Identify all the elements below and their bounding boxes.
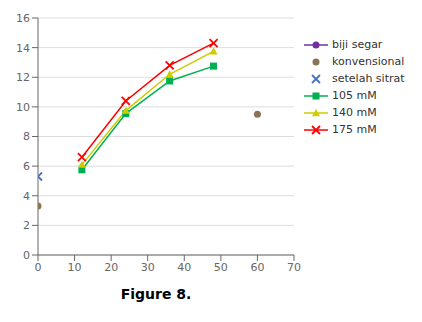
svg-text:70: 70 [287, 261, 301, 274]
html-text:105 mM: 105 mM [332, 89, 377, 102]
svg-text:12: 12 [16, 71, 30, 84]
svg-text:40: 40 [177, 261, 191, 274]
html-text:175 mM: 175 mM [332, 123, 377, 136]
svg-text:2: 2 [23, 219, 30, 232]
svg-text:16: 16 [16, 12, 30, 25]
svg-text:8: 8 [23, 130, 30, 143]
svg-text:10: 10 [16, 101, 30, 114]
svg-text:6: 6 [23, 160, 30, 173]
svg-text:20: 20 [104, 261, 118, 274]
html-text:konvensional: konvensional [332, 55, 405, 68]
svg-text:4: 4 [23, 190, 30, 203]
html-text:setelah sitrat: setelah sitrat [332, 72, 405, 85]
svg-text:14: 14 [16, 42, 30, 55]
html-text:biji segar: biji segar [332, 38, 383, 51]
html-text:Figure 8.: Figure 8. [120, 286, 192, 302]
svg-text:60: 60 [250, 261, 264, 274]
svg-text:0: 0 [23, 249, 30, 262]
svg-text:30: 30 [141, 261, 155, 274]
html-text:140 mM: 140 mM [332, 106, 377, 119]
svg-text:50: 50 [214, 261, 228, 274]
svg-text:0: 0 [35, 261, 42, 274]
svg-text:10: 10 [68, 261, 82, 274]
